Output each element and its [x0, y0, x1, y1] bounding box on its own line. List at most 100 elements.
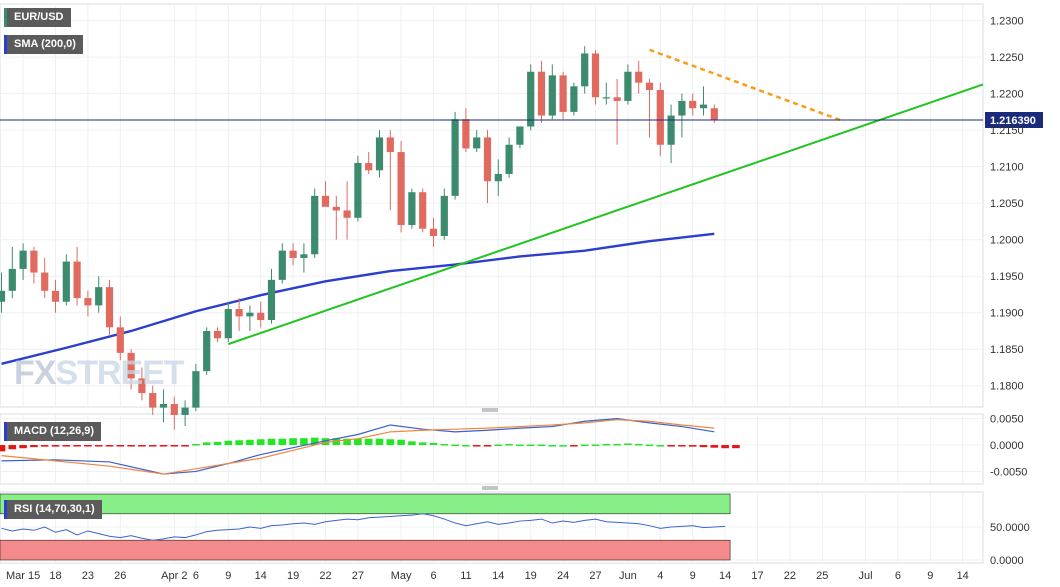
candle [213, 327, 222, 342]
macd-signal-line [1, 419, 715, 475]
rsi-tick-label: 50.0000 [990, 522, 1030, 534]
macd-histogram-bar [40, 445, 49, 447]
sma-tag[interactable]: SMA (200,0) [4, 35, 83, 54]
macd-histogram-bar [84, 445, 92, 447]
candle [386, 130, 394, 211]
candle [602, 82, 610, 105]
macd-tag[interactable]: MACD (12,26,9) [4, 422, 102, 441]
price-tick-label: 1.2000 [990, 235, 1024, 247]
candle [440, 188, 448, 240]
candle [527, 64, 535, 131]
candle [224, 301, 232, 342]
fxstreet-watermark: FXSTREET [14, 354, 185, 393]
macd-histogram-bar [548, 445, 557, 447]
macd-histogram-bar [570, 445, 578, 447]
candle-body [483, 137, 492, 182]
macd-histogram-bar [94, 445, 103, 447]
macd-resize-handle[interactable] [482, 408, 498, 412]
candles-layer [0, 46, 718, 430]
time-tick-label: 18 [49, 570, 61, 582]
candle-body [321, 195, 330, 207]
macd-histogram-bar [159, 445, 168, 447]
candle-body [289, 250, 297, 258]
candle [451, 111, 459, 200]
macd-tick-label: 0.0050 [990, 414, 1024, 426]
macd-histogram-bar [8, 445, 17, 450]
macd-tick-label: -0.0050 [990, 466, 1027, 478]
candle-body [581, 53, 589, 87]
macd-histogram-bar [656, 445, 665, 447]
candle [116, 316, 124, 361]
candle-body [278, 250, 286, 280]
symbol-tag[interactable]: EUR/USD [4, 8, 71, 27]
time-tick-label: 14 [255, 570, 267, 582]
candle-body [354, 163, 362, 218]
candle [419, 188, 427, 233]
rsi-resize-handle[interactable] [482, 486, 498, 490]
candle [678, 93, 686, 138]
macd-histogram-bar [310, 437, 319, 446]
macd-histogram-bar [667, 445, 675, 447]
candle [138, 367, 146, 401]
candle [645, 79, 654, 138]
macd-histogram-bar [30, 445, 38, 448]
price-tick-label: 1.2100 [990, 162, 1024, 174]
rsi-tag[interactable]: RSI (14,70,30,1) [4, 500, 102, 519]
candle [591, 49, 600, 105]
candle-body [440, 195, 448, 237]
candle [689, 93, 697, 116]
time-tick-label: 6 [193, 570, 199, 582]
candle-body [699, 104, 708, 109]
candle [19, 243, 27, 280]
candle-body [429, 228, 438, 237]
macd-tick-label: 0.0000 [990, 440, 1024, 452]
candle-body [613, 97, 621, 101]
time-tick-label: 22 [784, 570, 796, 582]
candle [289, 243, 297, 266]
price-tick-label: 1.2050 [990, 198, 1024, 210]
price-line-layer: 1.216390 [0, 111, 1043, 128]
candle [127, 349, 135, 390]
time-tick-label: 9 [690, 570, 696, 582]
macd-histogram-bar [559, 445, 567, 447]
macd-histogram-bar [170, 445, 179, 447]
candle [505, 137, 513, 178]
candle [332, 195, 340, 240]
y-axis: 1.2300 1.2250 1.2200 1.2150 1.2100 1.2050 1.20… [990, 16, 1030, 567]
macd-histogram-bar [624, 443, 632, 446]
time-tick-label: 19 [287, 570, 299, 582]
macd-histogram-bar [645, 444, 654, 447]
rsi-oversold-zone [0, 539, 731, 561]
candle [494, 159, 502, 196]
candle-body [645, 82, 654, 90]
macd-histogram-bar [526, 444, 535, 447]
candle-body [311, 195, 319, 255]
macd-histogram-bar [699, 445, 708, 448]
candle-body [397, 152, 405, 226]
candle [170, 396, 178, 430]
current-price-label: 1.216390 [990, 115, 1036, 127]
candle [667, 104, 675, 164]
candle [375, 130, 384, 178]
candle-body [635, 71, 643, 83]
macd-histogram-bar [580, 444, 589, 447]
macd-panel [0, 413, 984, 485]
macd-histogram-bar [148, 445, 157, 447]
current-price-badge [985, 111, 1043, 128]
candle [41, 257, 49, 299]
candle [699, 86, 708, 116]
candle-body [246, 312, 254, 317]
time-tick-label: 26 [114, 570, 126, 582]
price-tick-label: 1.1950 [990, 271, 1024, 283]
candle-body [473, 137, 481, 149]
candle [656, 82, 664, 156]
candle [30, 246, 38, 284]
candle [235, 298, 243, 331]
time-tick-label: 23 [82, 570, 94, 582]
price-tick-label: 1.1850 [990, 344, 1024, 356]
candle-body [267, 279, 276, 321]
macd-label: MACD (12,26,9) [14, 425, 95, 437]
candle [581, 46, 589, 94]
candle-body [181, 407, 189, 415]
sma-label: SMA (200,0) [14, 38, 76, 50]
